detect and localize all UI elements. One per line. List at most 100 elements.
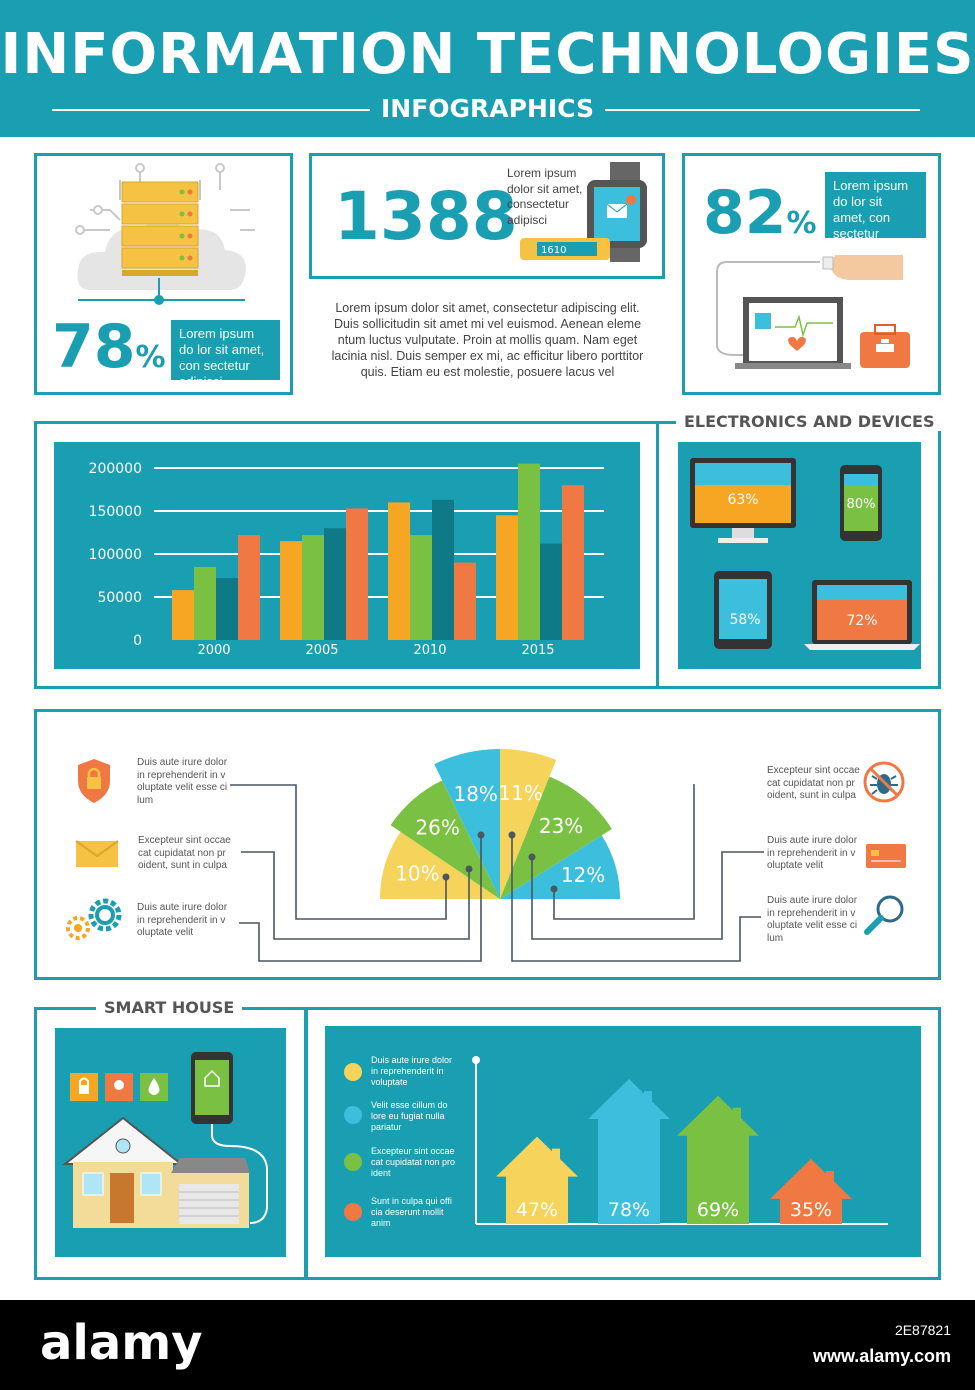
bar	[454, 562, 476, 640]
fan-left-text-3: Duis aute irure dolor in reprehenderit i…	[137, 902, 228, 938]
connector-dot	[465, 865, 473, 873]
stat-panel-health	[682, 153, 941, 395]
house-bar-label: 35%	[790, 1199, 832, 1221]
page-subtitle: INFOGRAPHICS	[380, 94, 595, 123]
connector-dot	[550, 885, 558, 893]
fan-left-text-1: Duis aute irure dolor in reprehenderit i…	[137, 757, 228, 806]
connector-dot	[508, 831, 516, 839]
device-fill-laptop	[817, 600, 907, 640]
stat-panel-devices	[309, 153, 665, 279]
axis-dot	[472, 1056, 480, 1064]
pie-slice	[500, 776, 612, 899]
fan-right-text-1: Excepteur sint occae cat cupidatat non p…	[767, 765, 860, 801]
bar	[540, 543, 562, 640]
electronics-title: ELECTRONICS AND DEVICES	[676, 412, 943, 431]
pie-slice	[500, 835, 620, 899]
house-chart-panel	[305, 1007, 941, 1280]
pie-slice	[434, 749, 500, 899]
brand-url: www.alamy.com	[812, 1346, 951, 1366]
legend-dot-orange	[344, 1203, 362, 1221]
x-tick-label: 2000	[197, 643, 230, 658]
x-tick-label: 2005	[305, 643, 338, 658]
shield-lock-icon	[78, 759, 110, 803]
house-bar-label: 69%	[697, 1199, 739, 1221]
legend-text-1: Duis aute irure dolor in reprehenderit i…	[371, 1055, 453, 1087]
slice-label: 12%	[561, 863, 605, 887]
pie-slice	[380, 831, 500, 899]
house-chimney	[644, 1091, 652, 1109]
device-value-tablet: 58%	[729, 612, 760, 628]
legend-text-2: Velit esse cillum do lore eu fugiat null…	[371, 1100, 448, 1132]
pie-slice	[500, 749, 557, 899]
house-bar-label: 78%	[608, 1199, 650, 1221]
description-paragraph: Lorem ipsum dolor sit amet, consectetur …	[331, 301, 644, 379]
connector-line	[230, 784, 447, 920]
y-tick-label: 150000	[89, 504, 142, 520]
bar	[410, 535, 432, 640]
connector-dot	[477, 831, 485, 839]
connector-line	[241, 851, 470, 940]
house-chimney	[733, 1107, 741, 1126]
house-chimney	[826, 1170, 834, 1189]
legend-dot-blue	[344, 1106, 362, 1124]
magnifier-icon	[864, 895, 904, 935]
bar-chart: 0 50000 100000 150000 200000 2000 2005 2010 2015	[89, 461, 604, 658]
bar	[324, 528, 346, 640]
y-tick-label: 50000	[97, 590, 142, 606]
page-title: INFORMATION TECHNOLOGIES	[0, 22, 975, 87]
connector-dot	[442, 873, 450, 881]
device-fill-tablet	[719, 604, 767, 639]
connector-dot	[528, 853, 536, 861]
device-fill-monitor	[695, 485, 791, 523]
bug-forbidden-icon	[863, 761, 905, 803]
smart-house-title: SMART HOUSE	[96, 998, 243, 1017]
bar	[172, 590, 194, 640]
envelope-icon	[75, 840, 119, 867]
bar	[238, 535, 260, 640]
x-tick-label: 2010	[413, 643, 446, 658]
bar	[346, 508, 368, 640]
connector-line	[239, 835, 482, 962]
fan-right-text-3: Duis aute irure dolor in reprehenderit i…	[767, 895, 858, 944]
smartwatch-icon: 1610	[520, 162, 647, 262]
smart-house-graphic	[62, 1052, 268, 1228]
x-tick-label: 2015	[521, 643, 554, 658]
house-chimney	[552, 1148, 560, 1167]
legend-dot-yellow	[344, 1063, 362, 1081]
stat-caption: Lorem ipsum dolor sit amet, consectetur …	[507, 166, 583, 227]
connector-line	[553, 784, 695, 920]
house-bar-label: 47%	[516, 1199, 558, 1221]
credit-card-icon	[866, 844, 906, 868]
bar	[388, 502, 410, 640]
brand-logo: alamy	[40, 1315, 203, 1371]
stat-caption: Lorem ipsum do lor sit amet, con sectetu…	[825, 172, 926, 257]
device-value-monitor: 63%	[727, 492, 758, 508]
divider	[605, 109, 920, 111]
legend-text-3: Excepteur sint occae cat cupidatat non p…	[371, 1146, 456, 1178]
legend-text-4: Sunt in culpa qui offi cia deserunt moll…	[371, 1196, 452, 1228]
bar	[518, 463, 540, 640]
legend-dot-green	[344, 1153, 362, 1171]
fan-right-text-2: Duis aute irure dolor in reprehenderit i…	[767, 835, 858, 871]
bar	[280, 541, 302, 640]
connector-line	[511, 835, 761, 962]
fan-chart-panel	[34, 709, 941, 980]
header-banner	[0, 0, 975, 137]
y-tick-label: 0	[133, 633, 142, 649]
house-bar	[770, 1158, 852, 1224]
devices-graphic: 63% 80% 58% 72%	[690, 458, 920, 650]
slice-label: 26%	[415, 815, 459, 839]
watch-display: 1610	[541, 245, 566, 256]
fan-chart: 10% 26% 18% 11% 23% 12%	[230, 749, 764, 962]
footer-bar	[0, 1300, 975, 1390]
connector-line	[531, 851, 764, 940]
stat-value-82: 82%	[703, 178, 817, 248]
bar	[302, 535, 324, 640]
divider	[52, 109, 370, 111]
cloud-server-icon	[75, 163, 255, 305]
gears-icon	[66, 898, 122, 940]
slice-label: 23%	[539, 814, 583, 838]
slice-label: 18%	[453, 782, 497, 806]
bar	[432, 499, 454, 640]
device-fill-phone	[844, 485, 878, 531]
